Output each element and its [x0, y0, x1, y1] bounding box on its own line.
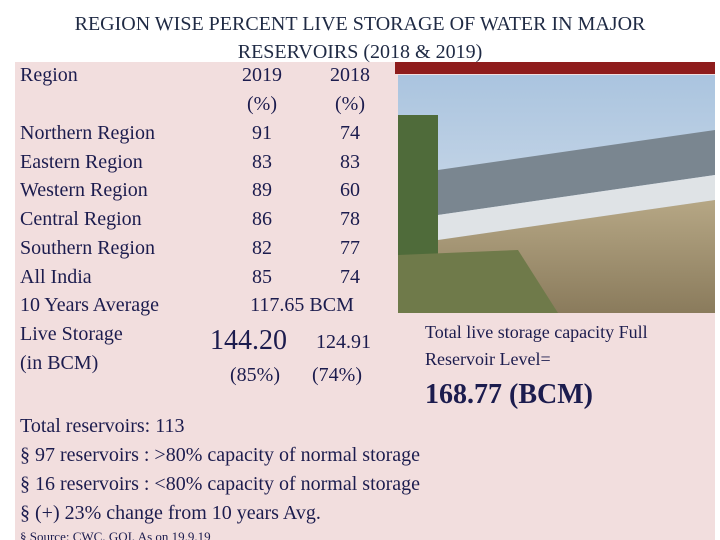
value-2019: 85 — [252, 265, 272, 288]
title: REGION WISE PERCENT LIVE STORAGE OF WATE… — [0, 10, 720, 66]
capacity-value: 168.77 (BCM) — [425, 379, 593, 410]
source: § Source: CWC, GOI, As on 19.9.19 — [20, 529, 211, 540]
header-bar — [395, 62, 715, 74]
value-2018: 77 — [340, 236, 360, 259]
dam-photo — [398, 75, 715, 313]
region-name: Southern Region — [20, 236, 155, 259]
pct-2019: (85%) — [230, 364, 280, 386]
value-2019: 91 — [252, 122, 272, 144]
summary-bullet: § 97 reservoirs : >80% capacity of norma… — [20, 444, 421, 466]
value-2018: 60 — [340, 179, 360, 202]
header-cell: 2019 — [242, 64, 282, 86]
value-2018: 74 — [340, 122, 360, 144]
summary-bullet: § (+) 23% change from 10 years Avg. — [20, 502, 321, 524]
value-2018: 83 — [340, 150, 360, 173]
header-cell: 2018 — [330, 64, 370, 86]
live-storage-label: (in BCM) — [20, 352, 99, 374]
region-name: Western Region — [20, 179, 148, 202]
value-2019: 86 — [252, 208, 272, 231]
summary-total: Total reservoirs: 113 — [20, 415, 185, 437]
value-2019: 89 — [252, 179, 272, 202]
region-name: Central Region — [20, 208, 142, 231]
region-name: All India — [20, 265, 92, 288]
region-name: Northern Region — [20, 122, 155, 144]
region-name: Eastern Region — [20, 150, 143, 173]
capacity-label: Total live storage capacity Full — [425, 322, 648, 342]
live-storage-label: Live Storage — [20, 323, 123, 345]
capacity-label: Reservoir Level= — [425, 349, 551, 369]
live-2019: 144.20 — [210, 325, 287, 356]
live-2018: 124.91 — [316, 331, 371, 353]
average-label: 10 Years Average — [20, 294, 160, 316]
header-unit: (%) — [247, 93, 277, 115]
header-unit: (%) — [335, 93, 365, 115]
average-value: 117.65 BCM — [250, 294, 354, 316]
header-cell: Region — [20, 64, 78, 86]
value-2019: 82 — [252, 236, 272, 259]
value-2018: 78 — [340, 208, 360, 231]
summary-bullet: § 16 reservoirs : <80% capacity of norma… — [20, 473, 421, 495]
value-2019: 83 — [252, 150, 272, 173]
title-text: REGION WISE PERCENT LIVE STORAGE OF WATE… — [74, 13, 646, 63]
value-2018: 74 — [340, 265, 360, 288]
pct-2018: (74%) — [312, 364, 362, 386]
